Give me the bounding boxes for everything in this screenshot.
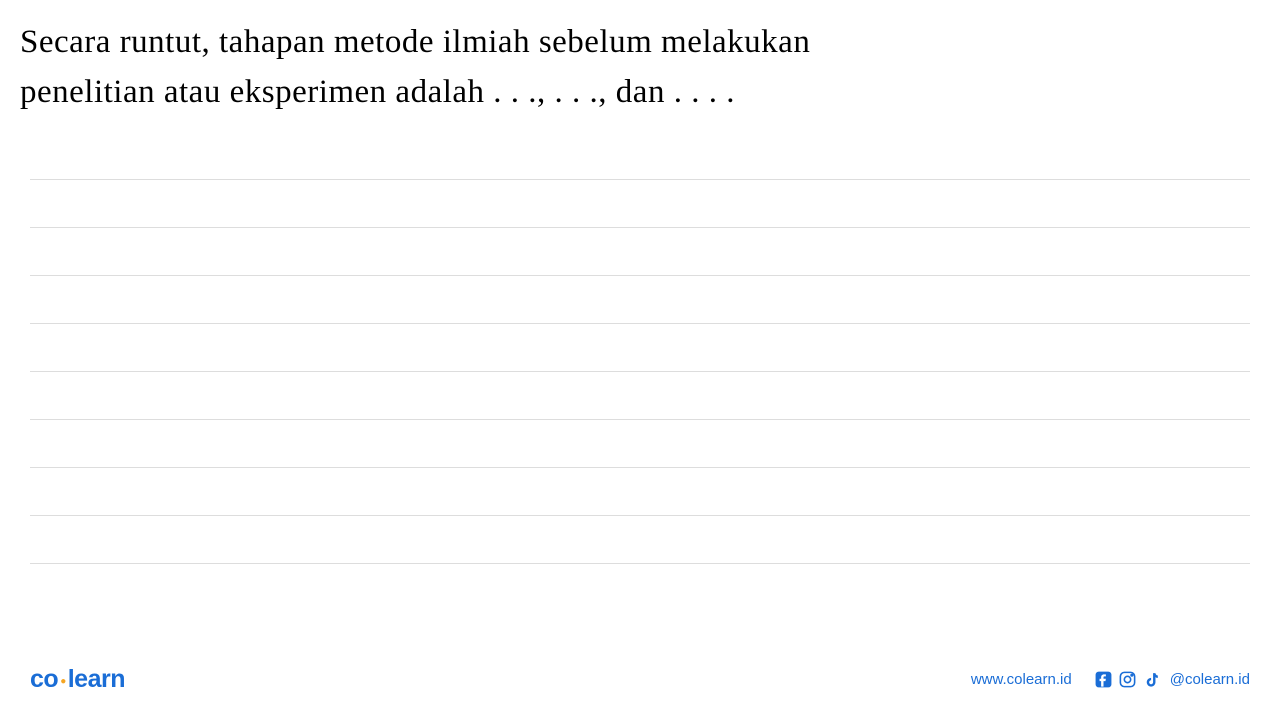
- instagram-icon: [1118, 670, 1137, 689]
- ruled-line: [30, 180, 1250, 228]
- ruled-line: [30, 228, 1250, 276]
- ruled-line: [30, 468, 1250, 516]
- ruled-line: [30, 324, 1250, 372]
- facebook-icon: [1094, 670, 1113, 689]
- logo-dot-icon: ●: [60, 676, 66, 687]
- footer-right: www.colearn.id @colearn.id: [971, 670, 1250, 689]
- social-handle: @colearn.id: [1170, 671, 1250, 688]
- tiktok-icon: [1142, 670, 1161, 689]
- ruled-line: [30, 132, 1250, 180]
- ruled-line: [30, 372, 1250, 420]
- ruled-lines-container: [0, 117, 1280, 564]
- ruled-line: [30, 420, 1250, 468]
- website-url: www.colearn.id: [971, 671, 1072, 688]
- ruled-line: [30, 276, 1250, 324]
- ruled-line: [30, 516, 1250, 564]
- social-group: @colearn.id: [1094, 670, 1250, 689]
- brand-logo: co●learn: [30, 665, 125, 694]
- question-text: Secara runtut, tahapan metode ilmiah seb…: [20, 18, 900, 117]
- footer: co●learn www.colearn.id: [30, 665, 1250, 694]
- logo-part-learn: learn: [68, 665, 125, 693]
- logo-part-co: co: [30, 665, 58, 693]
- question-area: Secara runtut, tahapan metode ilmiah seb…: [0, 0, 1280, 117]
